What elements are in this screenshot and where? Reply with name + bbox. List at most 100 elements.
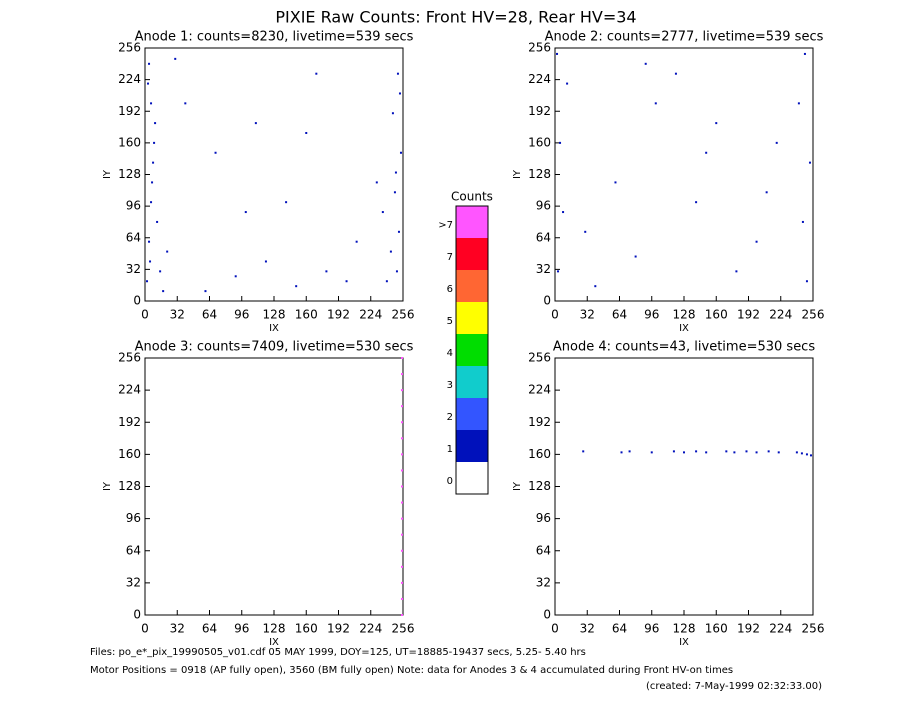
- panel-title: Anode 1: counts=8230, livetime=539 secs: [135, 30, 414, 45]
- count-point: [584, 230, 587, 233]
- count-point: [809, 454, 812, 457]
- count-point: [777, 451, 780, 454]
- count-point: [767, 450, 770, 453]
- x-tick-label: 96: [644, 308, 659, 322]
- colorbar-label: 3: [447, 380, 453, 391]
- count-point: [566, 82, 569, 85]
- x-tick-label: 96: [644, 622, 659, 636]
- count-point: [400, 421, 403, 424]
- count-point: [400, 453, 403, 456]
- colorbar-frame: [455, 205, 489, 495]
- count-point: [775, 141, 778, 144]
- x-tick-label: 96: [234, 622, 249, 636]
- colorbar-swatch: [456, 238, 488, 270]
- x-axis-label: IX: [269, 323, 279, 334]
- count-point: [214, 151, 217, 154]
- count-point: [634, 255, 637, 258]
- panel-title: Anode 3: counts=7409, livetime=530 secs: [135, 340, 414, 355]
- x-tick-label: 0: [551, 308, 559, 322]
- x-tick-label: 256: [802, 308, 825, 322]
- y-tick-label: 160: [118, 447, 141, 461]
- y-tick-label: 64: [126, 230, 141, 244]
- count-point: [159, 270, 162, 273]
- y-tick-label: 128: [118, 167, 141, 181]
- x-tick-label: 64: [612, 308, 627, 322]
- count-point: [400, 469, 403, 472]
- count-point: [355, 240, 358, 243]
- x-tick-label: 256: [392, 308, 415, 322]
- y-tick-label: 192: [528, 104, 551, 118]
- colorbar-label: 5: [447, 316, 453, 327]
- count-point: [695, 450, 698, 453]
- count-point: [400, 533, 403, 536]
- x-tick-label: 32: [580, 622, 595, 636]
- count-point: [683, 451, 685, 454]
- x-tick-label: 64: [202, 622, 217, 636]
- count-point: [305, 131, 308, 134]
- count-point: [244, 211, 247, 214]
- x-tick-label: 160: [295, 622, 318, 636]
- count-point: [399, 151, 402, 154]
- count-point: [151, 181, 154, 184]
- x-tick-label: 224: [359, 622, 382, 636]
- colorbar-label: 6: [447, 284, 453, 295]
- count-point: [153, 141, 156, 144]
- colorbar-swatch: [456, 366, 488, 398]
- count-point: [628, 450, 631, 453]
- x-tick-label: 192: [737, 622, 760, 636]
- y-axis-label: IY: [512, 481, 523, 491]
- count-point: [166, 250, 169, 253]
- count-point: [400, 597, 403, 600]
- count-point: [672, 450, 675, 453]
- count-point: [800, 452, 803, 455]
- footer-files: Files: po_e*_pix_19990505_v01.cdf 05 MAY…: [90, 647, 586, 658]
- count-point: [400, 389, 403, 392]
- x-tick-label: 256: [392, 622, 415, 636]
- y-tick-label: 192: [118, 104, 141, 118]
- count-point: [394, 171, 397, 174]
- colorbar-swatch: [456, 270, 488, 302]
- count-point: [705, 151, 708, 154]
- y-tick-label: 0: [543, 294, 551, 308]
- count-point: [174, 57, 177, 60]
- y-tick-label: 192: [528, 415, 551, 429]
- count-point: [152, 161, 155, 164]
- x-tick-label: 192: [327, 622, 350, 636]
- count-point: [795, 451, 798, 454]
- x-tick-label: 128: [673, 622, 696, 636]
- x-tick-label: 64: [202, 308, 217, 322]
- count-point: [381, 211, 384, 214]
- y-tick-label: 96: [536, 199, 551, 213]
- y-axis-label: IY: [102, 169, 113, 179]
- y-tick-label: 0: [543, 608, 551, 622]
- count-point: [755, 240, 758, 243]
- count-point: [400, 357, 403, 359]
- colorbar-label: 2: [447, 412, 453, 423]
- count-point: [375, 181, 378, 184]
- count-point: [395, 270, 398, 273]
- x-tick-label: 128: [673, 308, 696, 322]
- count-point: [582, 450, 585, 453]
- colorbar-swatch: [456, 462, 488, 494]
- y-tick-label: 256: [118, 41, 141, 55]
- y-tick-label: 256: [528, 41, 551, 55]
- count-point: [400, 565, 403, 568]
- count-point: [325, 270, 328, 273]
- count-point: [715, 122, 718, 125]
- colorbar-swatch: [456, 334, 488, 366]
- count-point: [557, 270, 560, 273]
- x-tick-label: 192: [737, 308, 760, 322]
- count-point: [234, 275, 237, 278]
- count-point: [162, 290, 165, 293]
- count-point: [150, 201, 153, 204]
- plot-frame: [144, 357, 404, 616]
- y-tick-label: 32: [126, 575, 141, 589]
- x-tick-label: 224: [769, 308, 792, 322]
- count-point: [620, 451, 623, 454]
- y-tick-label: 0: [133, 294, 141, 308]
- count-point: [389, 250, 392, 253]
- count-point: [295, 285, 298, 288]
- y-tick-label: 32: [536, 575, 551, 589]
- panel-title: Anode 4: counts=43, livetime=530 secs: [553, 340, 815, 355]
- count-point: [149, 260, 152, 263]
